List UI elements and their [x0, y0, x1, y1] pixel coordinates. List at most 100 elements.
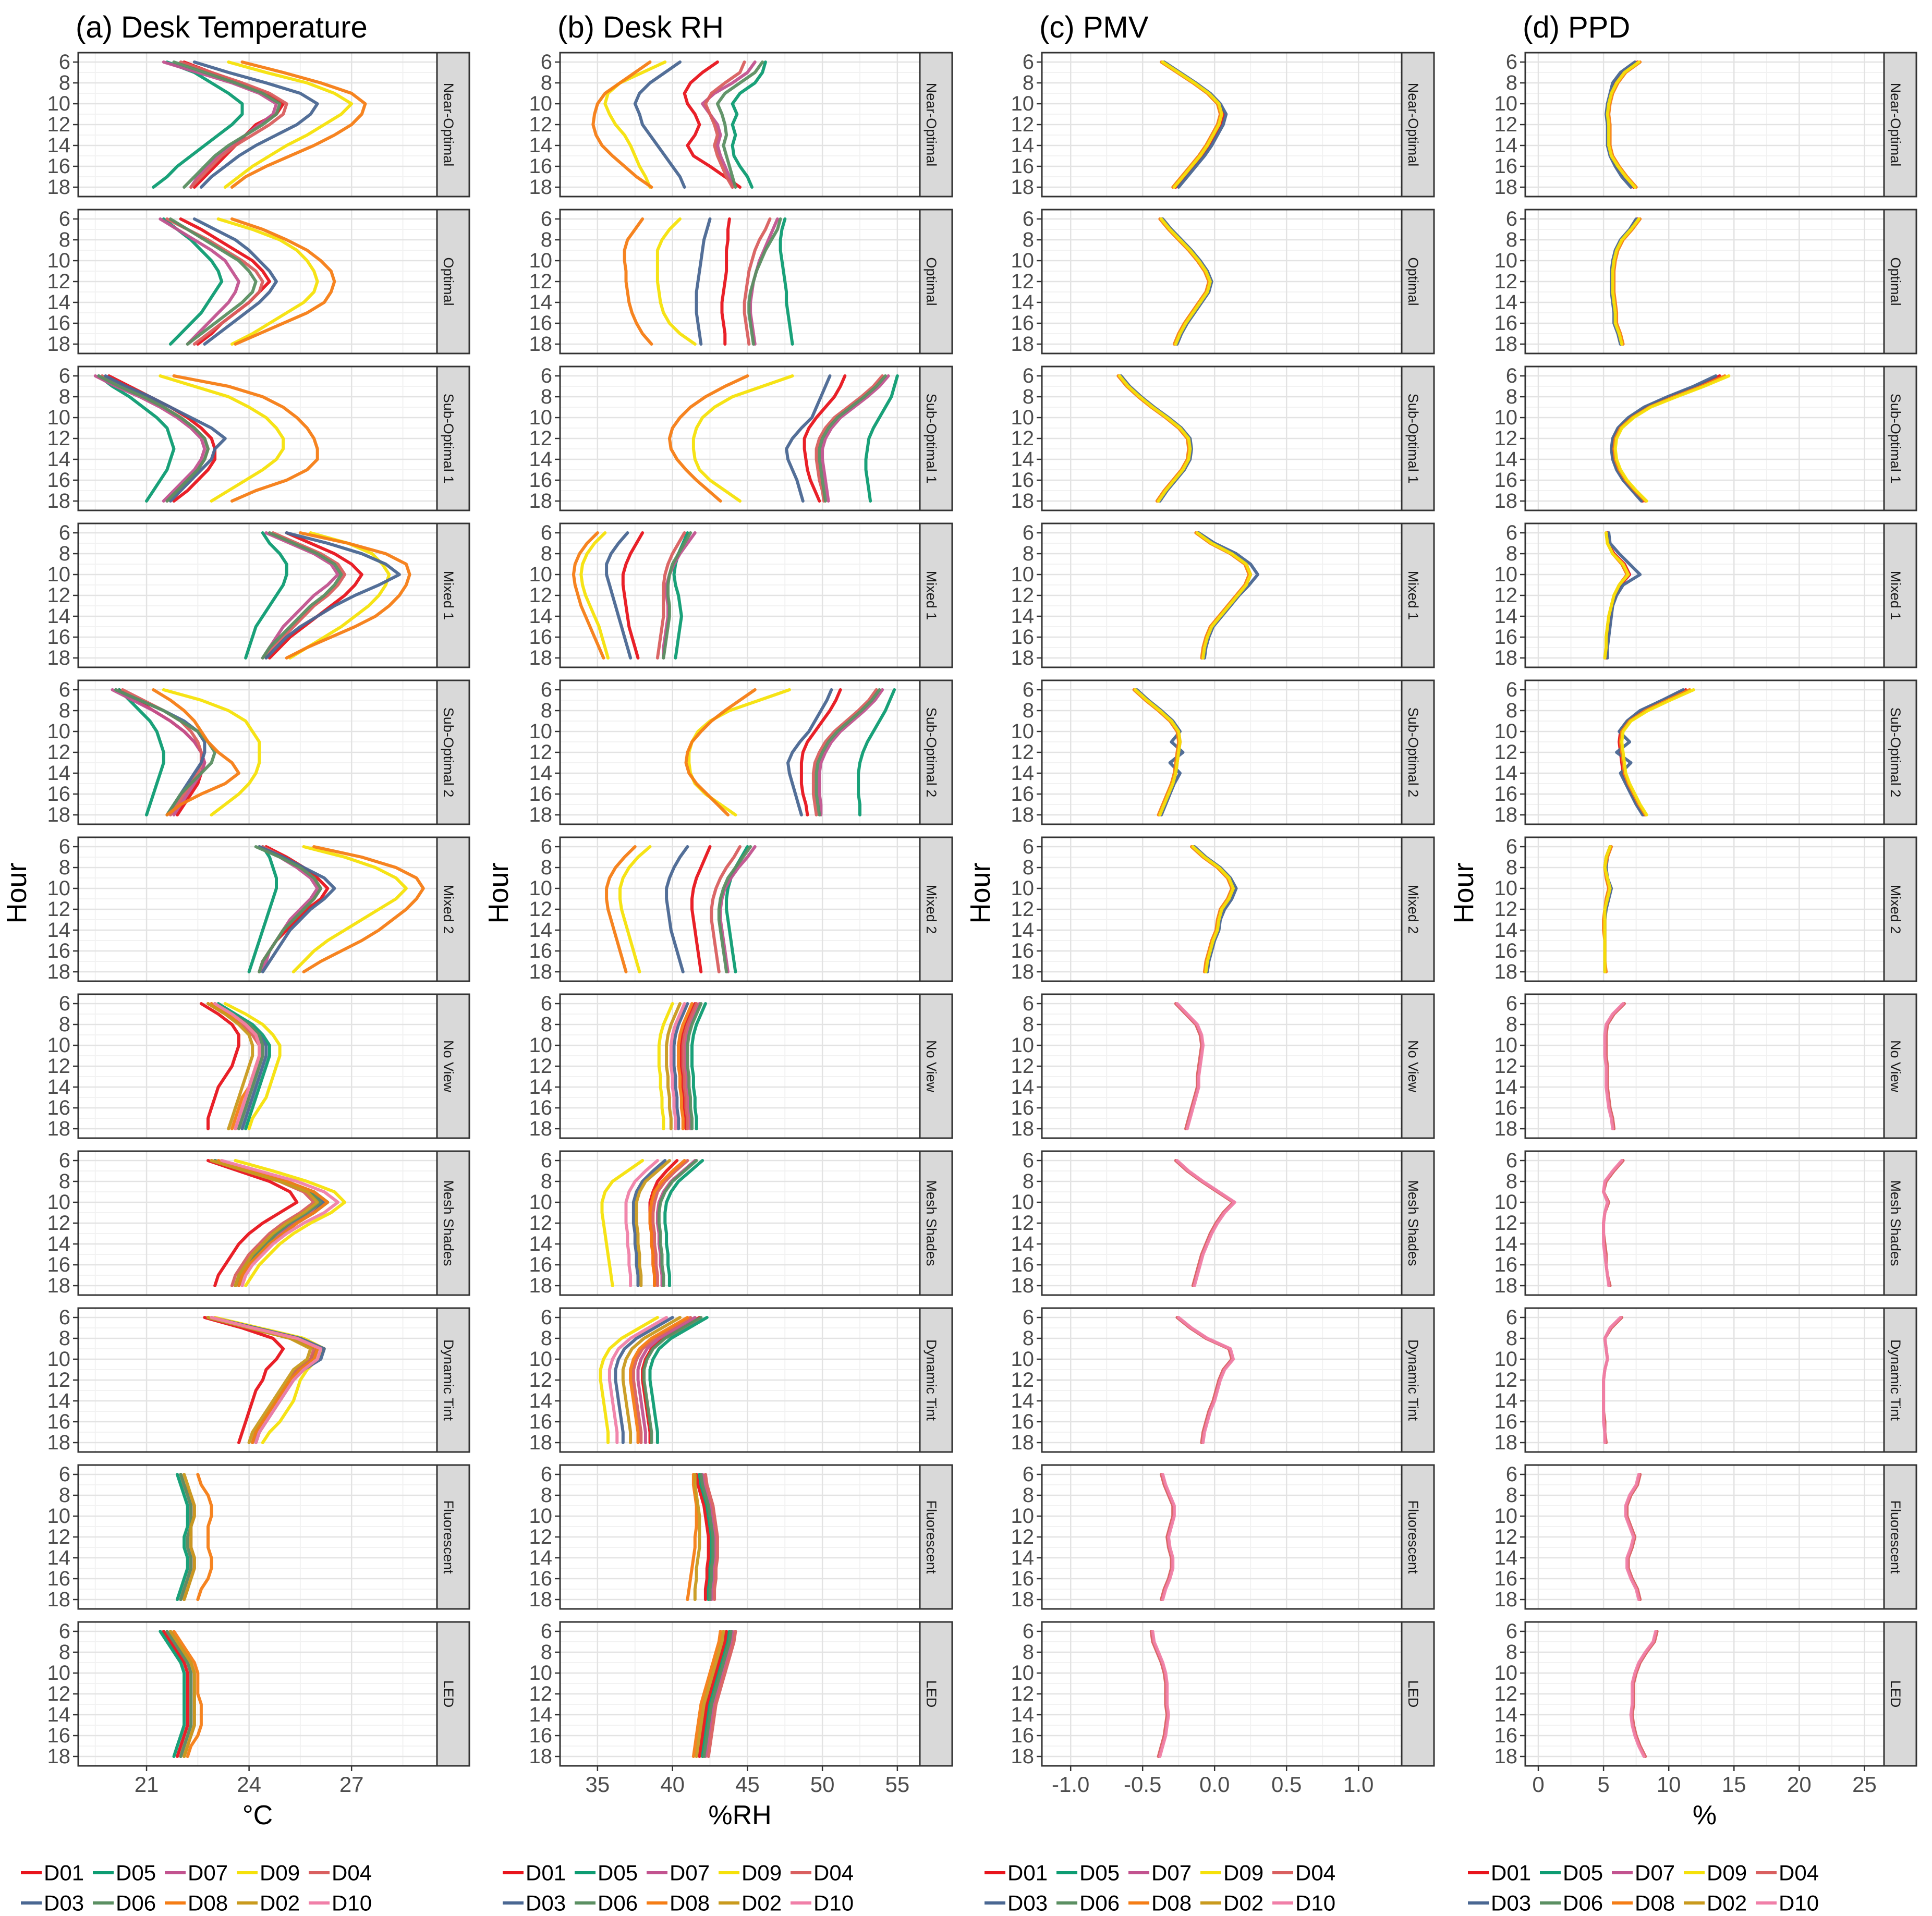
- series-line-d03: [633, 60, 686, 189]
- y-tick-label: 18: [529, 1745, 553, 1768]
- y-tick-label: 18: [1011, 1745, 1035, 1768]
- y-tick-label: 10: [1011, 1662, 1035, 1685]
- y-tick-label: 14: [47, 762, 71, 785]
- facet-strip-label: Sub-Optimal 2: [1888, 707, 1903, 798]
- series-line-d09: [1603, 531, 1630, 660]
- series-line-d02: [210, 1159, 319, 1287]
- legend-label-d05: D05: [1079, 1861, 1120, 1885]
- y-tick-label: 8: [541, 228, 552, 251]
- facet-strip-label: Mesh Shades: [441, 1180, 456, 1266]
- y-tick-label: 8: [59, 71, 70, 94]
- y-tick-label: 8: [541, 856, 552, 879]
- y-tick-label: 12: [1011, 584, 1035, 607]
- series-line-d06: [699, 1473, 715, 1601]
- y-tick-label: 18: [1494, 490, 1518, 512]
- y-tick-label: 10: [1494, 92, 1518, 115]
- series-line-d06: [715, 60, 764, 189]
- y-tick-label: 18: [529, 333, 553, 356]
- series-line-d10: [624, 1159, 659, 1287]
- legend-label-d09: D09: [260, 1861, 300, 1885]
- facet-strip: [436, 52, 470, 198]
- y-tick-label: 16: [47, 1410, 71, 1433]
- y-tick-label: 10: [1494, 1662, 1518, 1685]
- x-tick-label: 27: [339, 1772, 364, 1797]
- y-tick-label: 10: [1011, 877, 1035, 900]
- y-tick-label: 6: [1023, 1149, 1034, 1172]
- y-tick-label: 16: [47, 626, 71, 649]
- y-tick-label: 8: [1023, 856, 1034, 879]
- y-tick-label: 6: [1506, 1149, 1517, 1172]
- legend-label-d05: D05: [1563, 1861, 1603, 1885]
- y-tick-label: 14: [1494, 1232, 1518, 1255]
- facet-strip-label: Mixed 1: [1405, 571, 1421, 620]
- y-tick-label: 12: [529, 1212, 553, 1235]
- y-tick-label: 16: [1011, 939, 1035, 962]
- y-tick-label: 6: [1506, 1306, 1517, 1329]
- y-tick-label: 6: [1506, 1463, 1517, 1486]
- y-tick-label: 16: [1011, 1096, 1035, 1119]
- y-tick-label: 10: [1494, 1505, 1518, 1528]
- facet-strip-label: Sub-Optimal 1: [1405, 394, 1421, 484]
- series-line-d02: [695, 1630, 725, 1758]
- series-line-d05: [162, 217, 224, 346]
- y-tick-label: 14: [47, 134, 71, 157]
- y-tick-label: 12: [529, 113, 553, 136]
- series-line-d06: [657, 1159, 698, 1287]
- y-tick-label: 12: [1011, 1682, 1035, 1705]
- y-tick-label: 16: [1494, 469, 1518, 492]
- series-line-d05: [159, 1630, 186, 1758]
- legend-label-d06: D06: [598, 1891, 638, 1915]
- y-tick-label: 12: [529, 898, 553, 921]
- x-tick-label: 55: [885, 1772, 910, 1797]
- y-tick-label: 10: [47, 563, 71, 586]
- series-line-d05: [864, 374, 899, 503]
- series-line-d08: [667, 374, 749, 503]
- y-tick-label: 14: [529, 1389, 553, 1412]
- facet-strip-label: Dynamic Tint: [1888, 1339, 1903, 1421]
- series-line-d06: [686, 1002, 703, 1130]
- y-tick-label: 12: [47, 898, 71, 921]
- legend-label-d01: D01: [44, 1861, 84, 1885]
- y-tick-label: 18: [1011, 490, 1035, 512]
- y-tick-label: 16: [1011, 312, 1035, 335]
- series-line-d05: [152, 60, 244, 189]
- series-line-d04: [655, 531, 686, 660]
- y-tick-label: 8: [1506, 71, 1517, 94]
- y-tick-label: 12: [47, 1212, 71, 1235]
- facet-strip-label: Near-Optimal: [924, 83, 939, 167]
- y-tick-label: 14: [1011, 1232, 1035, 1255]
- chart-title: (a) Desk Temperature: [76, 10, 368, 44]
- y-tick-label: 18: [1011, 1588, 1035, 1611]
- facet-strip: [1401, 1307, 1435, 1453]
- y-tick-label: 6: [541, 1463, 552, 1486]
- y-tick-label: 16: [529, 1410, 553, 1433]
- facet-strip: [436, 522, 470, 668]
- y-tick-label: 18: [1011, 803, 1035, 826]
- series-line-d08: [605, 845, 637, 973]
- legend-label-d02: D02: [1223, 1891, 1263, 1915]
- legend-label-d01: D01: [1007, 1861, 1048, 1885]
- y-tick-label: 16: [1494, 1410, 1518, 1433]
- y-axis-label: Hour: [483, 862, 514, 923]
- series-line-d09: [657, 1002, 674, 1130]
- y-tick-label: 10: [529, 720, 553, 743]
- series-line-d10: [1602, 1316, 1622, 1444]
- y-tick-label: 10: [47, 249, 71, 272]
- series-line-d08: [172, 374, 319, 503]
- legend-label-d09: D09: [1223, 1861, 1263, 1885]
- series-line-d05: [97, 374, 176, 503]
- y-tick-label: 10: [47, 720, 71, 743]
- y-tick-label: 8: [59, 542, 70, 565]
- legend-label-d03: D03: [44, 1891, 84, 1915]
- y-tick-label: 18: [1494, 1117, 1518, 1140]
- legend-label-d03: D03: [526, 1891, 566, 1915]
- y-tick-label: 12: [529, 1369, 553, 1392]
- x-tick-label: -1.0: [1052, 1772, 1089, 1797]
- y-tick-label: 16: [1494, 1096, 1518, 1119]
- series-line-d04: [703, 1473, 719, 1601]
